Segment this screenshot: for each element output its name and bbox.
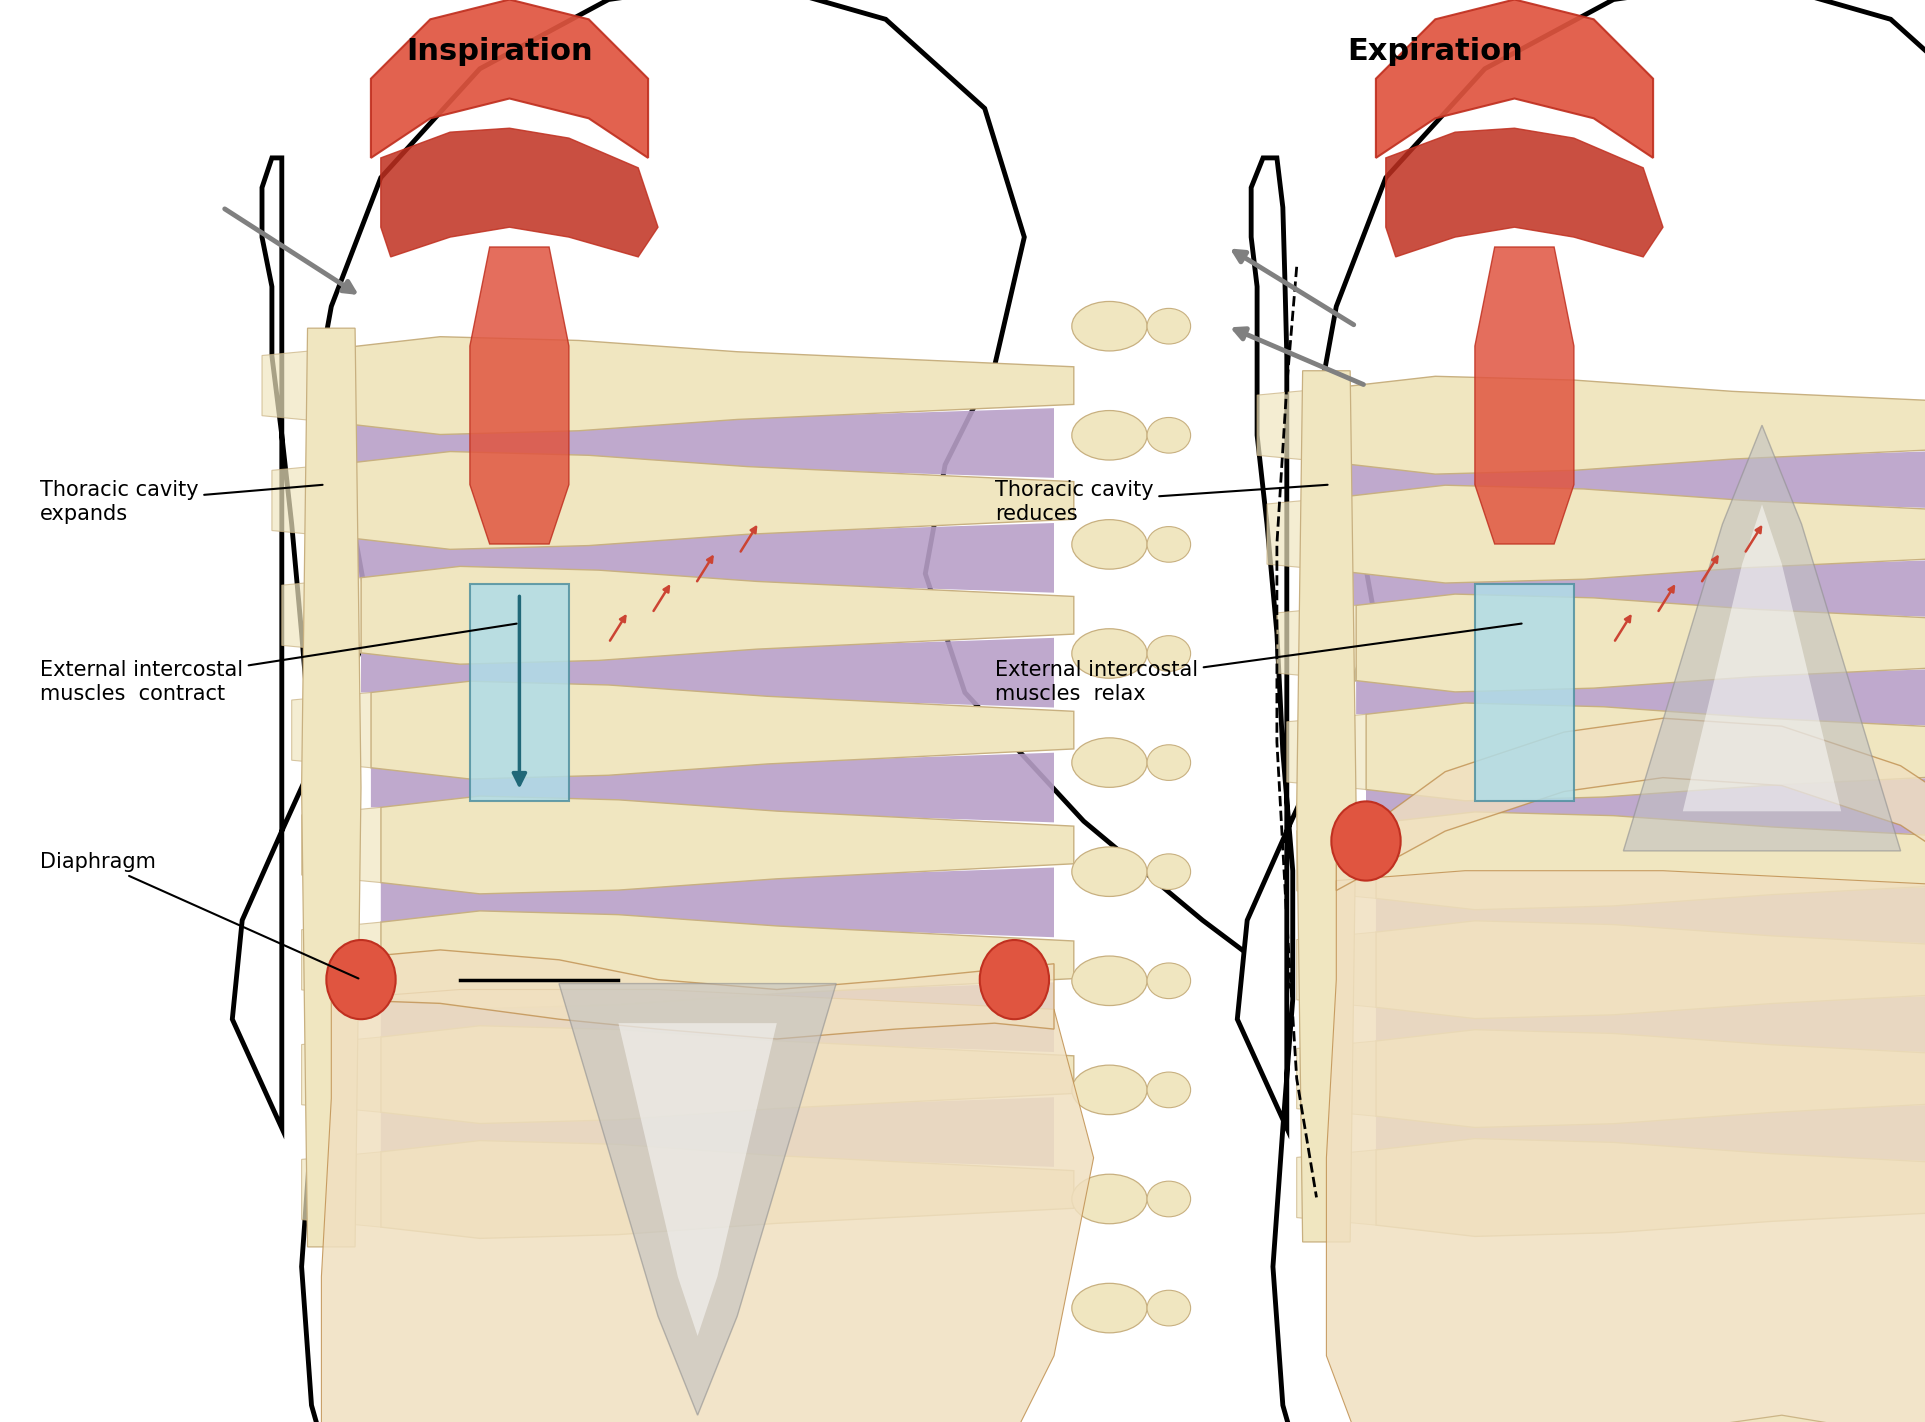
- Polygon shape: [1367, 775, 1925, 838]
- Polygon shape: [262, 348, 341, 424]
- Ellipse shape: [1072, 519, 1147, 569]
- Polygon shape: [1267, 496, 1346, 572]
- Ellipse shape: [1072, 956, 1147, 1005]
- Text: Inspiration: Inspiration: [406, 37, 593, 67]
- Ellipse shape: [1072, 1065, 1147, 1115]
- Ellipse shape: [327, 940, 397, 1020]
- Polygon shape: [558, 984, 835, 1415]
- Ellipse shape: [1072, 411, 1147, 461]
- Ellipse shape: [1147, 309, 1192, 344]
- Polygon shape: [302, 923, 381, 997]
- Text: External intercostal
muscles  relax: External intercostal muscles relax: [995, 624, 1521, 704]
- Ellipse shape: [1072, 1175, 1147, 1224]
- Polygon shape: [362, 566, 1074, 664]
- Ellipse shape: [1147, 963, 1192, 998]
- Polygon shape: [1376, 993, 1925, 1057]
- Polygon shape: [1376, 921, 1925, 1018]
- Ellipse shape: [980, 940, 1049, 1020]
- Polygon shape: [350, 523, 1055, 593]
- Polygon shape: [1376, 1101, 1925, 1165]
- Polygon shape: [1336, 377, 1925, 474]
- Polygon shape: [302, 1152, 381, 1227]
- Polygon shape: [1346, 556, 1925, 620]
- Ellipse shape: [1147, 745, 1192, 781]
- Polygon shape: [1297, 1150, 1376, 1226]
- Ellipse shape: [1072, 1283, 1147, 1332]
- Ellipse shape: [1072, 738, 1147, 788]
- Polygon shape: [381, 1025, 1074, 1123]
- Polygon shape: [381, 912, 1074, 1008]
- Polygon shape: [1336, 448, 1925, 512]
- Polygon shape: [1355, 665, 1925, 729]
- Ellipse shape: [1072, 629, 1147, 678]
- Polygon shape: [341, 337, 1074, 435]
- Polygon shape: [618, 1024, 778, 1337]
- Polygon shape: [321, 990, 1093, 1422]
- Polygon shape: [1297, 371, 1355, 1241]
- Polygon shape: [1376, 1030, 1925, 1128]
- Polygon shape: [1297, 823, 1376, 899]
- Polygon shape: [1276, 606, 1355, 681]
- Polygon shape: [1682, 505, 1840, 812]
- Ellipse shape: [1332, 802, 1401, 880]
- Polygon shape: [341, 408, 1055, 478]
- Polygon shape: [372, 752, 1055, 822]
- Polygon shape: [381, 796, 1074, 894]
- Polygon shape: [1326, 870, 1925, 1422]
- Polygon shape: [1544, 1415, 1925, 1422]
- Polygon shape: [1286, 714, 1367, 789]
- Polygon shape: [381, 983, 1055, 1052]
- Ellipse shape: [1147, 418, 1192, 454]
- Polygon shape: [381, 128, 658, 257]
- Ellipse shape: [1147, 636, 1192, 671]
- Text: Expiration: Expiration: [1348, 37, 1523, 67]
- Text: Thoracic cavity
reduces: Thoracic cavity reduces: [995, 481, 1328, 523]
- Polygon shape: [233, 0, 1440, 1422]
- Text: Thoracic cavity
expands: Thoracic cavity expands: [40, 481, 323, 523]
- Text: Diaphragm: Diaphragm: [40, 852, 358, 978]
- Ellipse shape: [1147, 1182, 1192, 1217]
- Polygon shape: [302, 328, 362, 1247]
- Polygon shape: [372, 681, 1074, 779]
- Polygon shape: [350, 452, 1074, 549]
- Polygon shape: [1376, 883, 1925, 947]
- Polygon shape: [1355, 594, 1925, 693]
- Polygon shape: [302, 808, 381, 883]
- Polygon shape: [1297, 1041, 1376, 1116]
- Polygon shape: [1475, 583, 1575, 802]
- Polygon shape: [381, 1098, 1055, 1167]
- Polygon shape: [1238, 0, 1925, 1422]
- Polygon shape: [470, 247, 570, 545]
- Polygon shape: [281, 577, 362, 653]
- Polygon shape: [362, 638, 1055, 708]
- Ellipse shape: [1072, 848, 1147, 896]
- Polygon shape: [1376, 0, 1654, 158]
- Ellipse shape: [1147, 853, 1192, 890]
- Polygon shape: [1623, 425, 1900, 850]
- Ellipse shape: [1072, 301, 1147, 351]
- Polygon shape: [470, 583, 570, 802]
- Ellipse shape: [1147, 1290, 1192, 1325]
- Polygon shape: [293, 693, 372, 768]
- Polygon shape: [1367, 702, 1925, 801]
- Polygon shape: [1475, 247, 1575, 545]
- Polygon shape: [1346, 485, 1925, 583]
- Polygon shape: [381, 1140, 1074, 1239]
- Polygon shape: [1386, 128, 1663, 257]
- Ellipse shape: [1147, 1072, 1192, 1108]
- Polygon shape: [331, 950, 1055, 1039]
- Polygon shape: [1336, 718, 1925, 910]
- Polygon shape: [1376, 812, 1925, 910]
- Polygon shape: [1257, 388, 1336, 462]
- Polygon shape: [372, 0, 649, 158]
- Polygon shape: [271, 462, 350, 538]
- Polygon shape: [1376, 1139, 1925, 1236]
- Polygon shape: [1297, 931, 1376, 1007]
- Polygon shape: [381, 867, 1055, 937]
- Text: External intercostal
muscles  contract: External intercostal muscles contract: [40, 624, 516, 704]
- Ellipse shape: [1147, 526, 1192, 562]
- Polygon shape: [302, 1037, 381, 1112]
